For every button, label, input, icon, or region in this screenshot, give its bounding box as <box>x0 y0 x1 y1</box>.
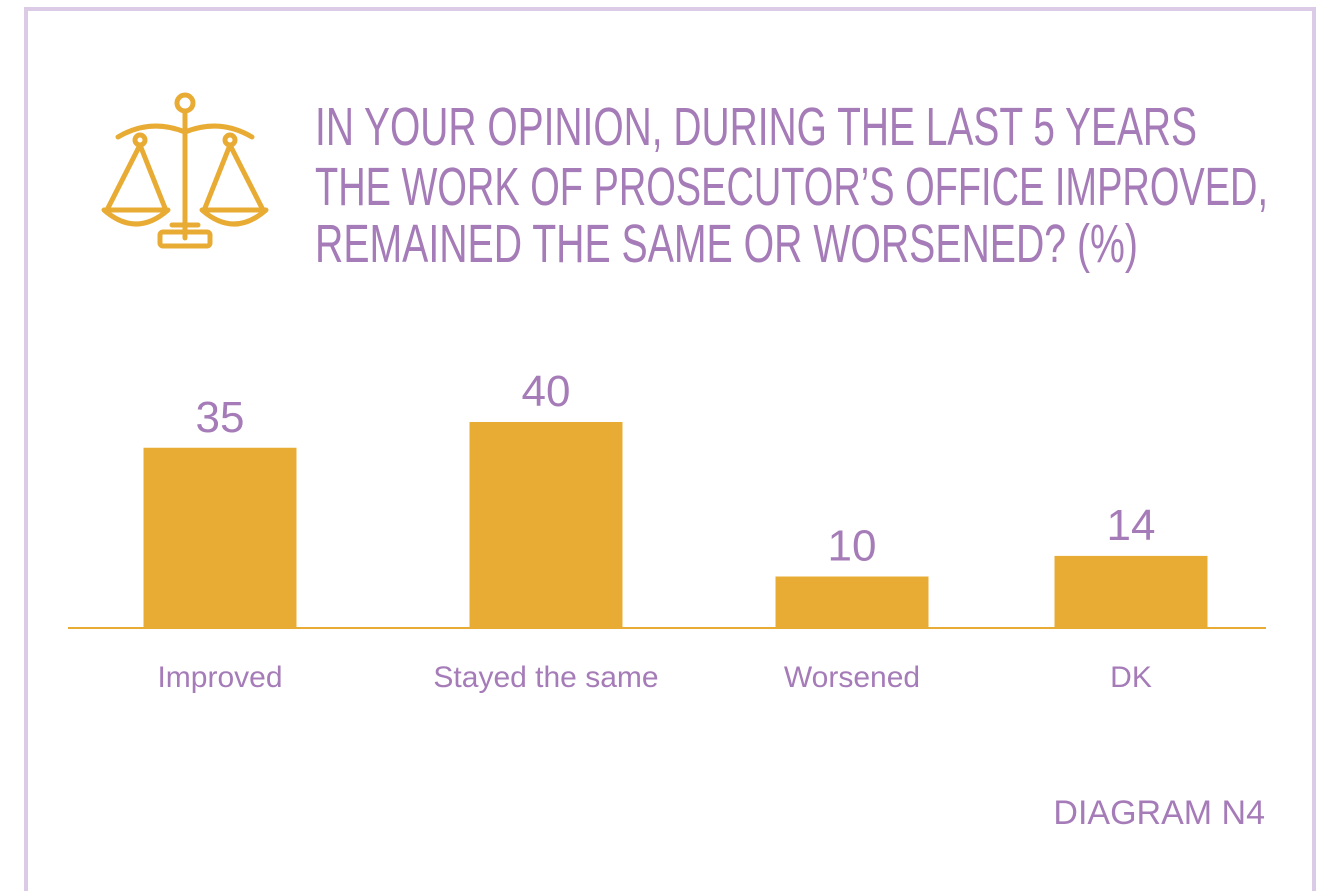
value-label: 35 <box>196 393 245 442</box>
chart-title: REMAINED THE SAME OR WORSENED? (%) <box>315 214 1138 274</box>
value-label: 40 <box>522 367 571 416</box>
x-tick-label: Worsened <box>784 661 920 694</box>
bar <box>775 576 929 628</box>
value-label: 14 <box>1107 501 1156 550</box>
value-label: 10 <box>828 522 877 571</box>
chart-title: THE WORK OF PROSECUTOR’S OFFICE IMPROVED… <box>315 157 1268 217</box>
x-tick-label: Stayed the same <box>433 661 658 694</box>
bar <box>143 447 297 628</box>
x-tick-label: Improved <box>157 661 282 694</box>
annotation: DIAGRAM N4 <box>1053 794 1265 832</box>
bar <box>469 422 623 628</box>
frame <box>24 7 1316 891</box>
bar <box>1054 555 1208 628</box>
chart-title: IN YOUR OPINION, DURING THE LAST 5 YEARS <box>315 97 1197 157</box>
x-tick-label: DK <box>1110 661 1152 694</box>
scales-icon <box>101 92 269 249</box>
